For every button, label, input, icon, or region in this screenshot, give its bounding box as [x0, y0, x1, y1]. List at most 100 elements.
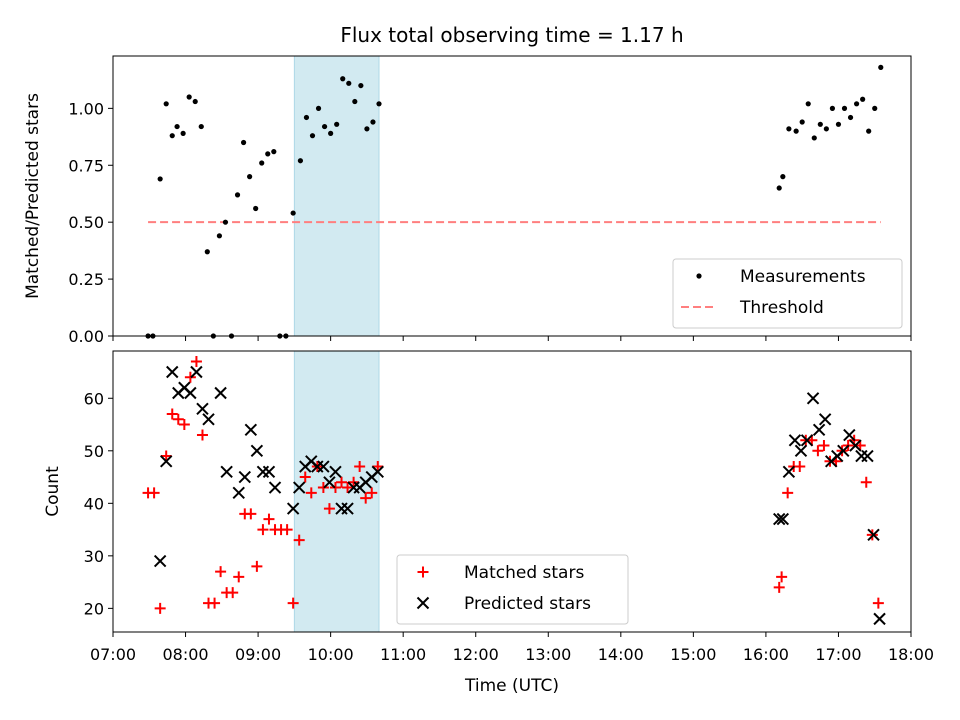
measurement-point	[169, 133, 175, 139]
x-tick-label: 14:00	[598, 645, 644, 664]
measurement-point	[198, 123, 204, 130]
measurement-point	[192, 98, 198, 105]
matched-star-point	[354, 461, 366, 473]
bottom-frame	[112, 350, 912, 633]
predicted-star-point	[159, 455, 173, 468]
matched-star-point	[287, 597, 299, 609]
predicted-star-point	[806, 392, 820, 405]
measurement-point	[872, 105, 878, 111]
legend-label: Predicted stars	[464, 594, 591, 614]
bottom-y-axis: 20 30 40 50 60	[84, 389, 113, 618]
measurement-point	[878, 64, 884, 70]
predicted-star-point	[861, 449, 874, 463]
top-y-axis-label: Matched/Predicted stars	[23, 93, 43, 299]
predicted-star-point	[873, 612, 886, 626]
observing-span-shade	[293, 350, 380, 633]
predicted-star-point	[244, 423, 258, 436]
predicted-star-point	[341, 502, 354, 515]
x-tick-label: 18:00	[888, 645, 934, 664]
measurement-point	[352, 98, 358, 105]
predicted-star-point	[818, 413, 832, 426]
y-tick-label: 50	[84, 442, 104, 461]
measurement-point	[204, 249, 210, 255]
matched-star-point	[233, 571, 245, 583]
legend-label: Measurements	[740, 267, 866, 287]
predicted-star-point	[238, 470, 251, 484]
matched-star-point	[184, 371, 196, 383]
measurement-point	[364, 126, 370, 132]
matched-star-point	[336, 476, 348, 488]
predicted-star-point	[782, 465, 796, 479]
predicted-star-point	[196, 402, 209, 415]
measurement-point	[222, 219, 229, 225]
measurement-point	[315, 105, 322, 111]
x-tick-label: 17:00	[815, 645, 861, 664]
matched-star-point	[782, 487, 794, 499]
matched-star-point	[148, 487, 160, 499]
measurement-point	[853, 101, 860, 107]
bottom-x-axis: 07:00 08:00 09:00 10:00 11:00 12:00 13:00 14:00…	[90, 632, 934, 664]
legend-label: Threshold	[739, 298, 824, 318]
legend-box	[396, 554, 629, 625]
predicted-star-point	[849, 439, 862, 452]
predicted-star-point	[800, 434, 814, 447]
predicted-star-point	[262, 465, 276, 479]
matched-star-point	[348, 476, 360, 488]
measurement-point	[328, 130, 334, 136]
predicted-star-point	[250, 444, 264, 458]
predicted-star-point	[268, 481, 282, 494]
predicted-star-point	[214, 386, 227, 400]
measurement-point	[174, 123, 180, 130]
matched-star-point	[366, 487, 378, 499]
predicted-star-point	[776, 512, 790, 526]
chart-title: Flux total observing time = 1.17 h	[340, 23, 683, 47]
y-tick-label: 0.50	[68, 213, 104, 232]
measurement-point	[265, 151, 271, 157]
bottom-panel: 20 30 40 50 60 07:00 08:00 09:00 10:00 11:00 12:0…	[43, 350, 934, 696]
measurement-point	[186, 94, 192, 100]
predicted-star-point	[371, 465, 384, 479]
x-axis-label: Time (UTC)	[464, 676, 559, 696]
matched-star-point	[178, 419, 190, 431]
measurement-point	[334, 121, 340, 127]
matched-star-point	[227, 587, 239, 599]
matched-star-point	[209, 597, 221, 609]
top-y-axis: 0.00 0.25 0.50 0.75 1.00	[68, 99, 113, 346]
matched-star-point	[215, 566, 227, 578]
measurement-point	[866, 128, 872, 134]
matched-star-point	[293, 534, 305, 546]
x-tick-label: 08:00	[162, 645, 208, 664]
predicted-star-point	[773, 512, 786, 526]
matched-star-point	[257, 524, 269, 536]
top-panel: 0.00 0.25 0.50 0.75 1.00 Matched/Predicted s…	[23, 55, 912, 346]
measurement-point	[253, 205, 259, 212]
matched-star-point	[323, 503, 335, 515]
measurement-point	[786, 126, 792, 132]
legend-marker	[696, 273, 702, 279]
legend-box	[672, 258, 903, 329]
measurement-point	[811, 135, 817, 141]
top-legend: Measurements Threshold	[672, 258, 903, 329]
predicted-star-point	[843, 428, 856, 442]
y-tick-label: 0.25	[68, 270, 104, 289]
bottom-y-axis-label: Count	[43, 466, 63, 517]
measurement-point	[823, 126, 829, 132]
measurement-point	[216, 233, 222, 239]
measurement-point	[259, 160, 265, 166]
x-tick-label: 11:00	[380, 645, 426, 664]
predicted-star-point	[794, 444, 808, 458]
matched-star-point	[196, 429, 208, 441]
matched-star-point	[317, 482, 329, 494]
matched-star-point	[305, 487, 317, 499]
matched-star-point	[773, 581, 785, 593]
y-tick-label: 0.00	[68, 327, 104, 346]
matched-star-point	[342, 482, 354, 494]
matched-star-point	[154, 602, 166, 614]
measurement-point	[776, 185, 782, 191]
measurement-point	[321, 123, 328, 130]
predicted-star-point	[153, 554, 167, 568]
measurement-point	[157, 176, 163, 182]
measurement-point	[234, 192, 241, 198]
x-tick-label: 16:00	[743, 645, 789, 664]
